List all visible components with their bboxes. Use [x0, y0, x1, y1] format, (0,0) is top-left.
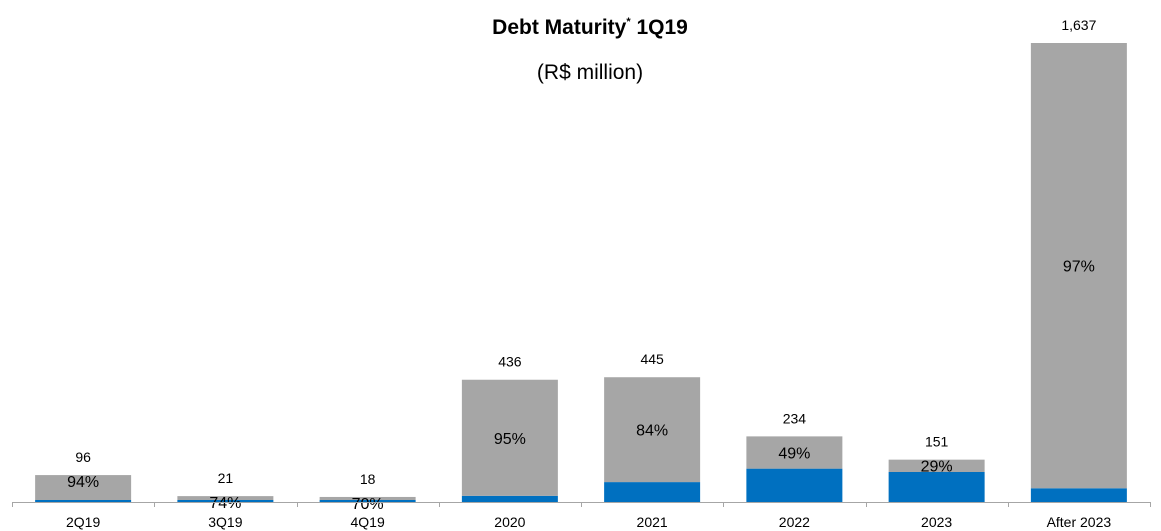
bar-percent-label: 95% — [494, 431, 526, 448]
bar-segment-top — [604, 377, 701, 483]
bar-segment-top — [177, 496, 274, 500]
bar-percent-label: 49% — [778, 446, 810, 463]
labels-layer: 96 94% 21 74% 18 70% 436 95% 445 84% 234 49% 151 29% 1… — [67, 17, 1096, 513]
chart-title-superscript: * — [626, 16, 631, 28]
bar-segment-top — [461, 379, 558, 496]
chart-title-block: Debt Maturity* 1Q19 (R$ million) — [380, 14, 800, 86]
bar-segment-bottom — [746, 468, 843, 502]
bar-segment-top — [319, 496, 416, 500]
x-tick-label: 3Q19 — [208, 514, 242, 530]
x-tick-label: 2020 — [494, 514, 525, 530]
x-tick-label: 2022 — [779, 514, 810, 530]
bar-total-label: 436 — [498, 354, 522, 370]
bar-segment-bottom — [461, 495, 558, 502]
chart-subtitle: (R$ million) — [536, 61, 644, 84]
x-tick-label: 4Q19 — [351, 514, 385, 530]
bar-percent-label: 70% — [352, 496, 384, 513]
x-axis: 2Q19 3Q19 4Q19 2020 2021 2022 2023 After 2023 — [12, 502, 1151, 530]
x-tick-label: 2023 — [921, 514, 952, 530]
bars-layer — [35, 43, 1127, 502]
x-tick-label: After 2023 — [1047, 514, 1112, 530]
bar-percent-label: 97% — [1063, 259, 1095, 276]
bar-segment-bottom — [1030, 488, 1127, 502]
bar-total-label: 151 — [925, 434, 949, 450]
bar-total-label: 21 — [218, 470, 234, 486]
bar-segment-top — [35, 475, 132, 500]
chart-title-main: Debt Maturity — [492, 16, 627, 39]
bar-segment-bottom — [319, 500, 416, 502]
bar-segment-bottom — [888, 471, 985, 502]
bar-total-label: 234 — [783, 410, 807, 426]
bar-total-label: 1,637 — [1061, 17, 1096, 33]
bar-percent-label: 74% — [209, 495, 241, 512]
bar-total-label: 445 — [640, 351, 664, 367]
bar-segment-bottom — [177, 500, 274, 502]
bar-segment-bottom — [35, 500, 132, 502]
bar-segment-top — [1030, 43, 1127, 489]
bar-total-label: 18 — [360, 471, 376, 487]
x-tick-label: 2021 — [637, 514, 668, 530]
bar-total-label: 96 — [75, 449, 91, 465]
bar-segment-top — [888, 459, 985, 472]
bar-segment-bottom — [604, 482, 701, 502]
bar-percent-label: 29% — [921, 459, 953, 476]
x-tick-label: 2Q19 — [66, 514, 100, 530]
chart-title-suffix: 1Q19 — [636, 16, 688, 39]
bar-percent-label: 94% — [67, 474, 99, 491]
bar-segment-top — [746, 436, 843, 469]
chart-title: Debt Maturity* 1Q19 — [380, 14, 800, 42]
bar-percent-label: 84% — [636, 423, 668, 440]
